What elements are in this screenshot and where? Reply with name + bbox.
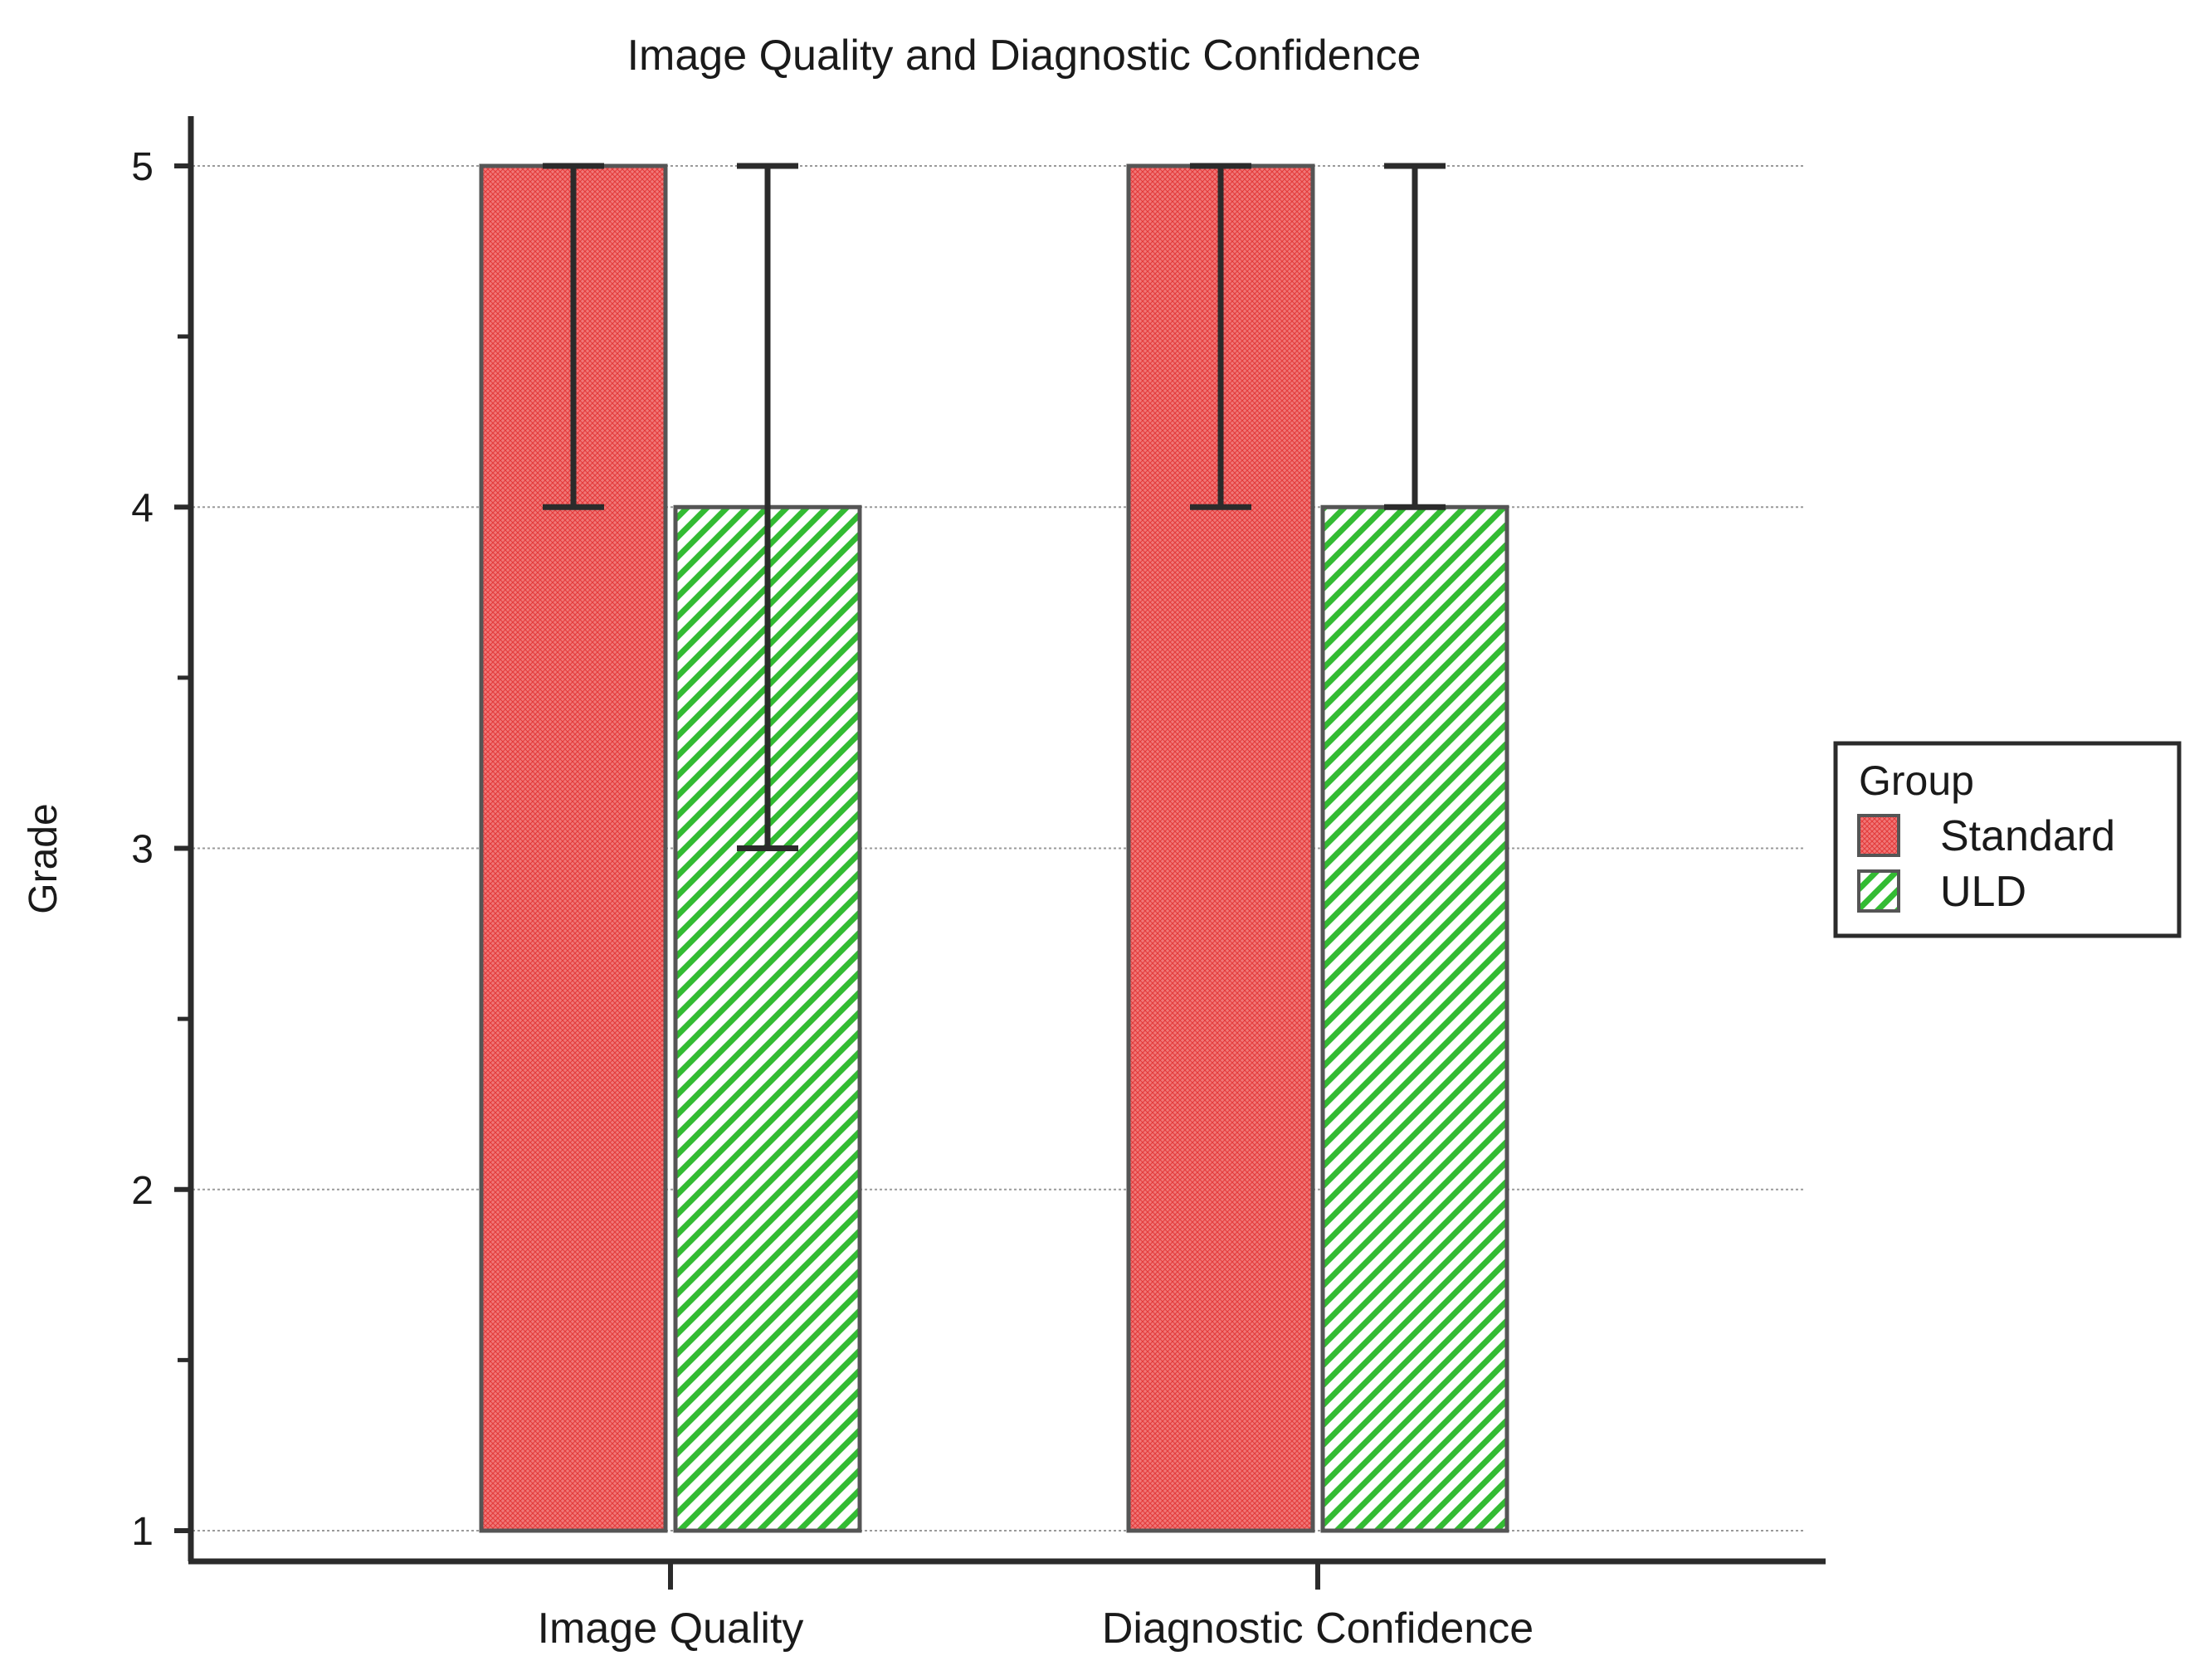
legend-swatch-standard xyxy=(1857,814,1900,857)
chart-title: Image Quality and Diagnostic Confidence xyxy=(627,32,1421,80)
gridlines xyxy=(193,165,1805,1531)
bar-uld-1 xyxy=(1320,504,1509,1533)
legend-label-uld: ULD xyxy=(1940,868,2026,916)
y-tick-label-1: 1 xyxy=(131,1510,154,1554)
legend: Group Standard ULD xyxy=(1833,741,2182,938)
y-tick-label-2: 2 xyxy=(131,1169,154,1213)
error-bars xyxy=(543,163,1446,851)
y-tick-label-3: 3 xyxy=(131,828,154,872)
x-tick-label-0: Image Quality xyxy=(538,1605,804,1653)
y-axis-label: Grade xyxy=(22,803,66,913)
y-tick-label-4: 4 xyxy=(131,486,154,530)
legend-title: Group xyxy=(1859,757,1974,804)
legend-swatch-uld xyxy=(1857,869,1900,913)
y-ticks: 1 2 3 4 5 xyxy=(131,145,191,1554)
y-tick-label-5: 5 xyxy=(131,145,154,189)
axes xyxy=(188,116,1826,1565)
x-tick-label-1: Diagnostic Confidence xyxy=(1102,1605,1534,1653)
legend-label-standard: Standard xyxy=(1940,812,2115,860)
x-ticks: Image Quality Diagnostic Confidence xyxy=(538,1561,1534,1653)
